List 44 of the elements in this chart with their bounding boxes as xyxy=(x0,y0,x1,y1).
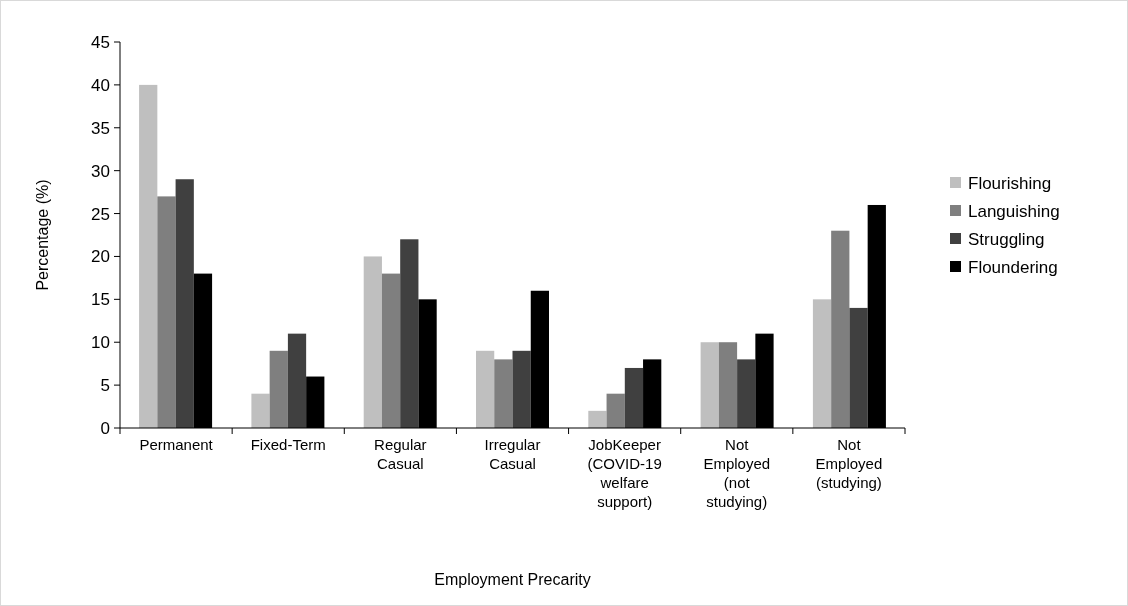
y-tick-label: 0 xyxy=(100,418,110,438)
legend-label: Flourishing xyxy=(968,173,1052,193)
y-axis-title: Percentage (%) xyxy=(34,179,51,291)
y-tick-label: 10 xyxy=(91,333,110,353)
y-tick-label: 30 xyxy=(91,161,110,181)
bar xyxy=(494,359,513,428)
bar xyxy=(606,393,625,428)
bar xyxy=(700,342,719,428)
y-tick-label: 40 xyxy=(91,75,110,95)
bar xyxy=(269,350,288,428)
bar xyxy=(812,299,832,428)
bar xyxy=(287,333,307,428)
bar xyxy=(400,239,419,428)
x-tick-label: Not Employed (studying) xyxy=(815,436,883,491)
x-tick-label: Irregular Casual xyxy=(484,436,541,472)
legend-label: Languishing xyxy=(968,201,1060,221)
y-tick-label: 20 xyxy=(91,247,110,267)
bar xyxy=(476,350,495,428)
x-tick-label: Fixed-Term xyxy=(250,436,326,453)
bar xyxy=(624,367,644,428)
bar xyxy=(849,307,868,428)
y-tick-label: 15 xyxy=(91,290,110,310)
bar xyxy=(157,196,176,428)
x-tick-label: JobKeeper (COVID-19 welfare support) xyxy=(587,436,662,510)
x-tick-label: Permanent xyxy=(139,436,214,453)
bar xyxy=(363,256,382,428)
bar xyxy=(175,179,194,428)
legend-label: Floundering xyxy=(968,257,1058,277)
x-axis-title: Employment Precarity xyxy=(434,571,591,588)
bar xyxy=(139,84,158,428)
y-tick-label: 35 xyxy=(91,118,110,138)
y-tick-label: 45 xyxy=(91,32,110,52)
bar xyxy=(831,230,850,428)
legend-label: Struggling xyxy=(968,229,1045,249)
bar xyxy=(718,342,738,428)
bar xyxy=(588,410,607,428)
x-tick-label: Not Employed (not studying) xyxy=(703,436,771,510)
bar xyxy=(737,359,756,428)
x-tick-label: Regular Casual xyxy=(374,436,427,472)
y-tick-label: 5 xyxy=(100,376,110,396)
bar xyxy=(381,273,401,428)
bar xyxy=(512,350,531,428)
bar xyxy=(251,393,270,428)
y-tick-label: 25 xyxy=(91,204,110,224)
